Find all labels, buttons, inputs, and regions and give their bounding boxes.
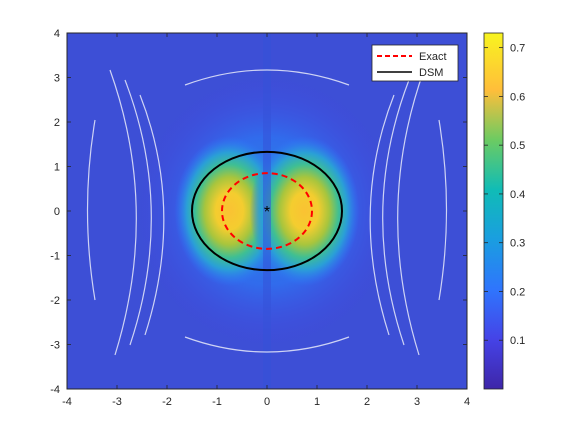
- colorbar: 0.1 0.2 0.3 0.4 0.5 0.6 0.7: [483, 32, 525, 390]
- center-marker: *: [264, 204, 270, 221]
- legend-box: [371, 44, 459, 82]
- colorbar-tick-label: 0.7: [510, 43, 525, 55]
- x-tick-label: -2: [162, 396, 172, 408]
- y-tick-label: 2: [54, 117, 60, 129]
- x-axis-ticks: -4 -3 -2 -1 0 1 2 3 4: [62, 33, 470, 408]
- y-axis-ticks: 4 3 2 1 0 -1 -2 -3 -4: [50, 28, 467, 396]
- colorbar-tick-label: 0.3: [510, 238, 525, 250]
- curve-layer: *: [191, 150, 343, 272]
- colorbar-ticks: 0.1 0.2 0.3 0.4 0.5 0.6 0.7: [484, 43, 525, 347]
- y-tick-label: 4: [54, 28, 60, 40]
- x-tick-label: 4: [464, 396, 470, 408]
- legend-label-exact: Exact: [419, 51, 447, 63]
- y-tick-label: -2: [50, 295, 60, 307]
- colorbar-tick-label: 0.2: [510, 286, 525, 298]
- y-tick-label: -1: [50, 251, 60, 263]
- colorbar-tick-label: 0.1: [510, 335, 525, 347]
- x-tick-label: -1: [212, 396, 222, 408]
- y-tick-label: -4: [50, 384, 60, 396]
- x-tick-label: 3: [414, 396, 420, 408]
- colorbar-tick-label: 0.6: [510, 91, 525, 103]
- y-tick-label: 1: [54, 162, 60, 174]
- x-tick-label: 0: [264, 396, 270, 408]
- curve-dsm: [191, 150, 343, 272]
- x-tick-label: 2: [364, 396, 370, 408]
- field-center-band: [263, 33, 271, 389]
- field-white-contours: [86, 69, 448, 356]
- x-tick-label: -4: [62, 396, 72, 408]
- y-tick-label: 0: [54, 206, 60, 218]
- y-tick-label: -3: [50, 340, 60, 352]
- legend-label-dsm: DSM: [419, 67, 443, 79]
- colorbar-tick-label: 0.4: [510, 189, 525, 201]
- x-tick-label: -3: [112, 396, 122, 408]
- x-tick-label: 1: [314, 396, 320, 408]
- colorbar-gradient: [483, 32, 504, 390]
- y-tick-label: 3: [54, 73, 60, 85]
- curve-exact: [221, 172, 313, 250]
- legend: Exact DSM: [371, 44, 459, 82]
- colorbar-tick-label: 0.5: [510, 140, 525, 152]
